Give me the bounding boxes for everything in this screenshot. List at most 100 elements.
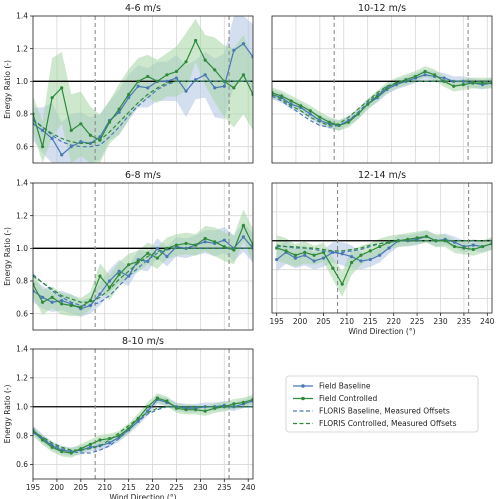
x-tick-label: 195 [270, 317, 285, 326]
data-point [69, 451, 73, 455]
x-tick-label: 205 [316, 317, 331, 326]
subplot-4: 12-14 m/s 195 200 205 210 215 220 225 230 235 240 W… [270, 170, 495, 336]
data-point [107, 279, 112, 283]
data-point [424, 234, 429, 239]
plot-area [33, 16, 253, 163]
data-point [165, 399, 169, 403]
axes-frame [271, 182, 493, 314]
data-point [406, 237, 410, 241]
data-point [60, 299, 64, 303]
data-point [203, 240, 207, 244]
confidence-band-controlled [272, 66, 492, 131]
data-point [452, 244, 457, 249]
data-point [50, 300, 54, 304]
data-point [368, 249, 372, 253]
x-tick-label: 200 [293, 317, 308, 326]
data-point [359, 259, 363, 263]
data-point [117, 107, 121, 111]
data-point [127, 263, 131, 267]
data-point [98, 438, 102, 442]
x-tick-label: 215 [121, 483, 136, 492]
x-axis-label: Wind Direction (°) [348, 327, 415, 336]
data-point [184, 241, 188, 246]
data-point [40, 128, 45, 132]
data-point [415, 236, 419, 240]
data-point [462, 246, 466, 250]
y-axis-label: Energy Ratio (-) [3, 227, 12, 286]
confidence-band-controlled [276, 230, 492, 297]
data-point [40, 300, 45, 304]
data-point [174, 406, 179, 410]
data-point [127, 96, 131, 100]
data-point [275, 246, 279, 250]
data-point [60, 449, 64, 454]
data-point [203, 73, 207, 77]
data-point [461, 83, 465, 87]
data-point [155, 256, 159, 260]
y-tick-label: 1.4 [16, 179, 28, 188]
axes-frame [271, 15, 493, 164]
y-tick-label: 0.6 [16, 142, 28, 151]
series-line-4 [33, 406, 253, 451]
series-line-1 [276, 235, 492, 262]
data-point [293, 256, 298, 260]
legend-marker [301, 396, 305, 401]
legend-label: Field Baseline [319, 382, 371, 391]
series-line-4 [33, 80, 253, 144]
legend-label: FLORIS Baseline, Measured Offsets [319, 407, 450, 416]
data-point [165, 79, 169, 83]
series-line-2 [33, 223, 253, 308]
x-tick-label: 240 [480, 317, 495, 326]
data-point [368, 257, 372, 262]
data-point [50, 445, 54, 449]
data-point [88, 445, 92, 449]
data-point [241, 235, 246, 239]
y-tick-label: 1.0 [16, 77, 28, 86]
data-point [79, 305, 83, 309]
data-point [88, 141, 92, 145]
data-point [136, 79, 140, 83]
data-point [98, 292, 102, 296]
data-point [213, 240, 217, 244]
data-point [331, 266, 335, 270]
data-point [480, 81, 485, 85]
legend-entry: Field Baseline [293, 382, 371, 391]
data-point [413, 74, 418, 79]
data-point [50, 96, 54, 100]
series-line-2 [33, 397, 253, 454]
data-point [50, 295, 54, 299]
data-point [203, 236, 207, 241]
data-point [213, 406, 217, 410]
data-point [174, 243, 179, 247]
data-point [155, 246, 159, 250]
data-point [340, 282, 344, 286]
x-tick-label: 235 [217, 483, 232, 492]
y-tick-label: 1.0 [16, 244, 28, 253]
legend: Field Baseline Field Controlled FLORIS Bas… [285, 375, 479, 433]
data-point [88, 442, 92, 446]
data-point [452, 240, 457, 244]
x-tick-label: 225 [410, 317, 425, 326]
data-point [69, 145, 73, 149]
data-point [275, 257, 279, 262]
subplot-2: 10-12 m/s [271, 3, 493, 164]
data-point [396, 239, 400, 243]
confidence-band-baseline [272, 69, 492, 131]
data-point [359, 253, 363, 257]
series-line-3 [33, 406, 253, 454]
data-point [327, 120, 331, 124]
data-point [318, 115, 322, 119]
data-point [312, 253, 316, 257]
data-point [232, 402, 236, 406]
x-axis-label: Wind Direction (°) [109, 493, 176, 499]
y-tick-label: 0.8 [16, 110, 28, 119]
data-point [471, 247, 475, 252]
data-point [117, 269, 121, 273]
data-point [337, 123, 341, 128]
y-tick-label: 0.6 [16, 460, 28, 469]
data-point [378, 244, 382, 249]
data-point [107, 436, 112, 441]
y-tick-label: 1.2 [16, 44, 28, 53]
data-point [222, 238, 226, 242]
x-tick-label: 210 [98, 483, 113, 492]
